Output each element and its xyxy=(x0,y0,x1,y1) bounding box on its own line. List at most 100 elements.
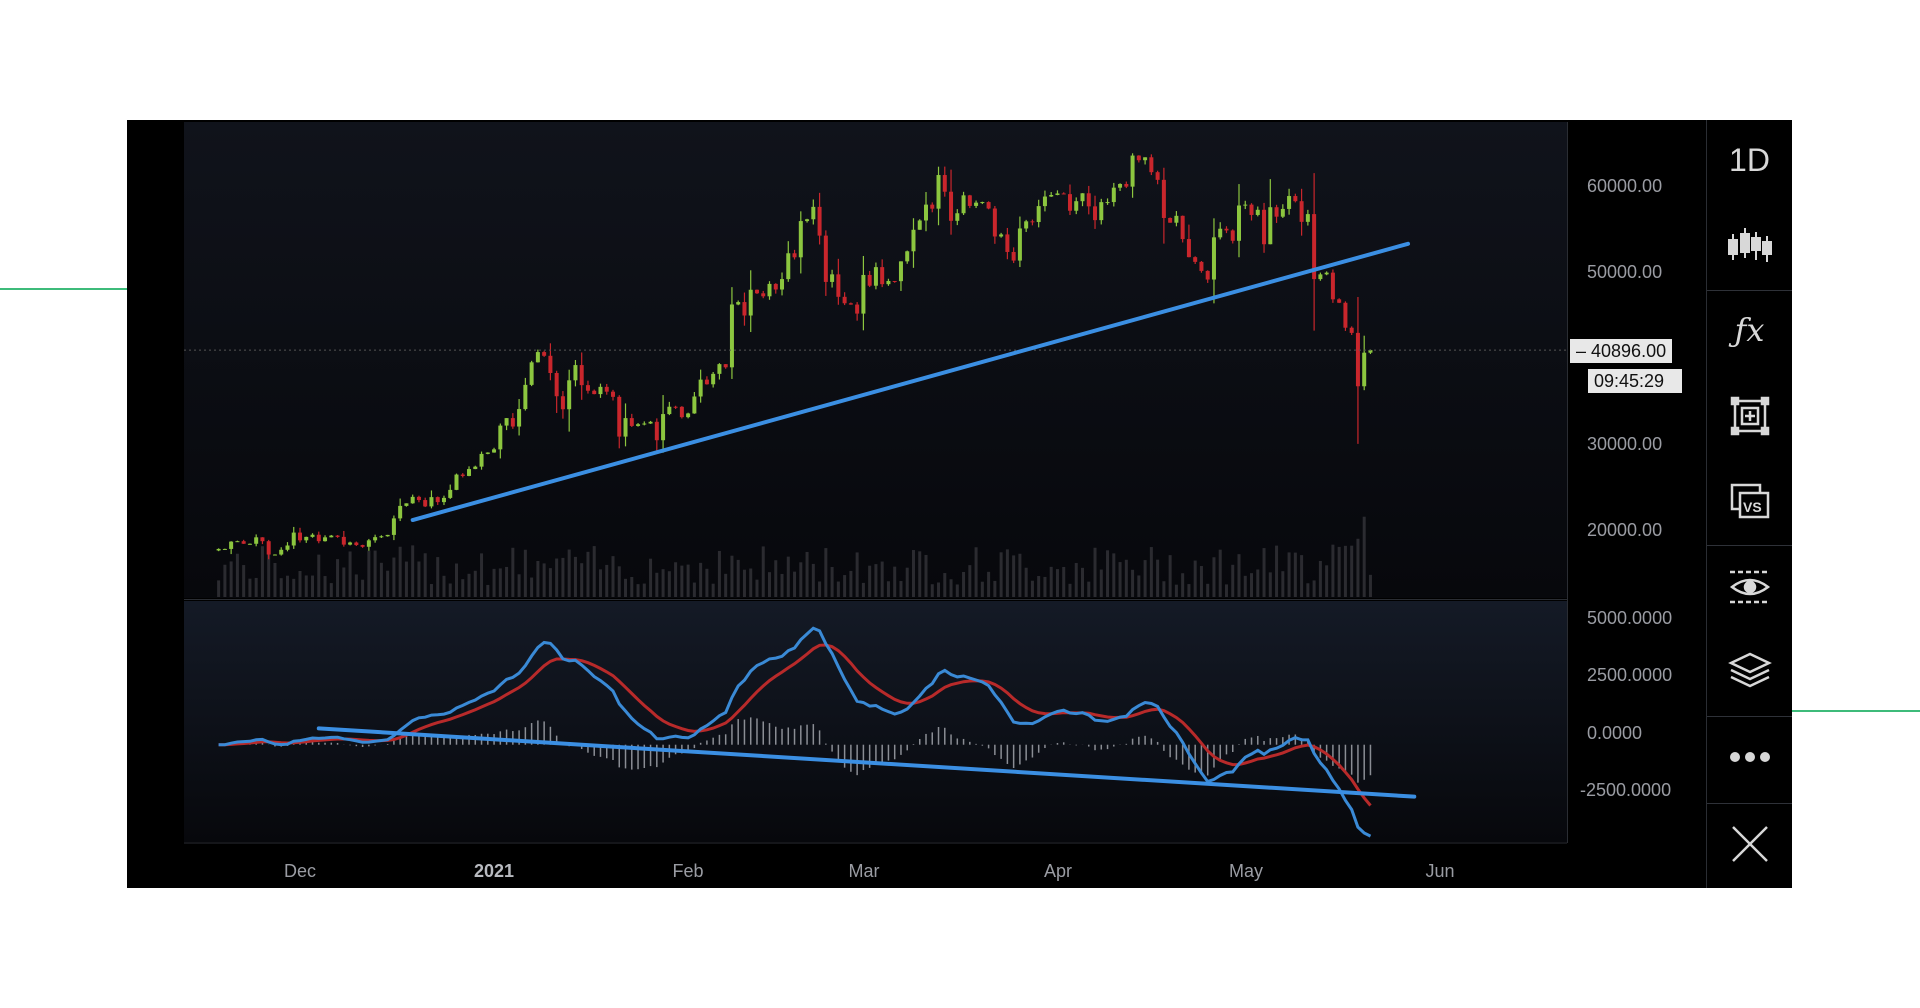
close-icon[interactable] xyxy=(1707,809,1792,879)
volume-bar xyxy=(317,554,321,597)
candle-body xyxy=(1111,187,1116,203)
volume-bar xyxy=(605,564,609,597)
volume-bar xyxy=(711,583,715,597)
candle-body xyxy=(1080,193,1085,202)
candle-body xyxy=(880,267,885,285)
candle-body xyxy=(398,505,403,519)
volume-bar xyxy=(1081,567,1084,597)
candle-body xyxy=(974,202,979,206)
x-tick-label: Mar xyxy=(848,861,880,881)
volume-bar xyxy=(511,547,515,597)
volume-bar xyxy=(298,570,302,597)
candle-body xyxy=(310,534,315,537)
candle-body xyxy=(698,379,703,397)
volume-bar xyxy=(285,575,289,597)
volume-bar xyxy=(311,575,315,597)
volume-bar xyxy=(598,569,602,597)
candle-body xyxy=(1249,204,1254,215)
candle-body xyxy=(754,289,759,294)
candle-body xyxy=(917,220,922,230)
toolbar-divider xyxy=(1707,716,1792,717)
candle-body xyxy=(905,251,910,262)
volume-bar xyxy=(987,571,991,597)
candle-body xyxy=(1362,352,1367,387)
macd-tick-label: 2500.0000 xyxy=(1587,665,1673,685)
candle-body xyxy=(1168,217,1173,223)
volume-bar xyxy=(1318,560,1322,597)
candle-body xyxy=(711,373,716,385)
volume-bar xyxy=(1093,547,1097,597)
candle-body xyxy=(980,202,985,204)
candle-body xyxy=(786,253,791,280)
volume-bar xyxy=(254,577,258,597)
candle-body xyxy=(742,302,747,316)
candle-body xyxy=(379,536,384,538)
volume-bar xyxy=(1243,575,1247,597)
volume-bar xyxy=(1281,571,1285,597)
candle-body xyxy=(780,279,785,290)
volume-bar xyxy=(1062,566,1066,597)
candle-body xyxy=(429,497,434,507)
volume-bar xyxy=(548,568,552,597)
candle-body xyxy=(548,355,553,373)
candle-body xyxy=(1099,202,1104,221)
macd-pane[interactable] xyxy=(184,601,1567,842)
candle-body xyxy=(773,283,778,290)
volume-bar xyxy=(404,561,408,597)
candle-body xyxy=(579,365,584,386)
candle-body xyxy=(323,537,328,542)
volume-bar xyxy=(962,571,966,597)
current-price: 40896.00 xyxy=(1591,341,1667,361)
volume-bar xyxy=(874,564,878,597)
candle-body xyxy=(942,175,947,192)
candle-body xyxy=(817,206,822,236)
volume-bar xyxy=(523,549,527,597)
candle-body xyxy=(1130,155,1135,187)
function-icon[interactable]: ƒx xyxy=(1734,311,1765,349)
candle-body xyxy=(523,384,528,410)
candle-body xyxy=(1017,228,1022,261)
candle-body xyxy=(304,536,309,541)
volume-bar xyxy=(592,546,596,597)
compare-vs-icon[interactable]: VS xyxy=(1707,466,1792,536)
volume-bar xyxy=(717,550,721,597)
volume-bar xyxy=(805,551,809,597)
decorative-line-left xyxy=(0,288,127,290)
volume-bar xyxy=(336,559,340,597)
more-icon[interactable] xyxy=(1707,722,1792,792)
candle-body xyxy=(542,352,547,356)
volume-bar xyxy=(905,567,909,597)
volume-bar xyxy=(1231,564,1235,597)
layers-icon[interactable] xyxy=(1707,636,1792,706)
volume-bar xyxy=(1237,554,1241,597)
candle-body xyxy=(823,235,828,282)
visibility-icon[interactable] xyxy=(1707,552,1792,622)
volume-bar xyxy=(1156,559,1160,597)
volume-bar xyxy=(1118,562,1122,597)
candle-body xyxy=(266,541,271,555)
candle-body xyxy=(654,421,659,441)
candle-body xyxy=(1343,302,1348,328)
volume-bar xyxy=(686,564,690,597)
add-frame-icon[interactable] xyxy=(1707,381,1792,451)
volume-bar xyxy=(1099,569,1103,597)
candle-body xyxy=(229,541,234,549)
volume-bar xyxy=(417,561,421,597)
candle-body xyxy=(254,537,259,544)
interval-button[interactable]: 1D xyxy=(1729,141,1770,178)
candle-body xyxy=(898,261,903,282)
candle-body xyxy=(560,396,565,410)
candle-body xyxy=(592,390,597,395)
x-tick-label: 2021 xyxy=(473,861,515,881)
volume-bar xyxy=(699,562,703,597)
candles-icon[interactable] xyxy=(1707,210,1792,280)
current-price-label: – 40896.00 xyxy=(1570,339,1673,363)
volume-bar xyxy=(1312,580,1316,597)
volume-bar xyxy=(786,556,790,597)
candle-body xyxy=(1230,230,1235,241)
volume-bar xyxy=(1262,548,1266,597)
volume-bar xyxy=(1337,546,1341,597)
volume-bar xyxy=(461,579,465,597)
volume-bar xyxy=(1106,550,1110,597)
